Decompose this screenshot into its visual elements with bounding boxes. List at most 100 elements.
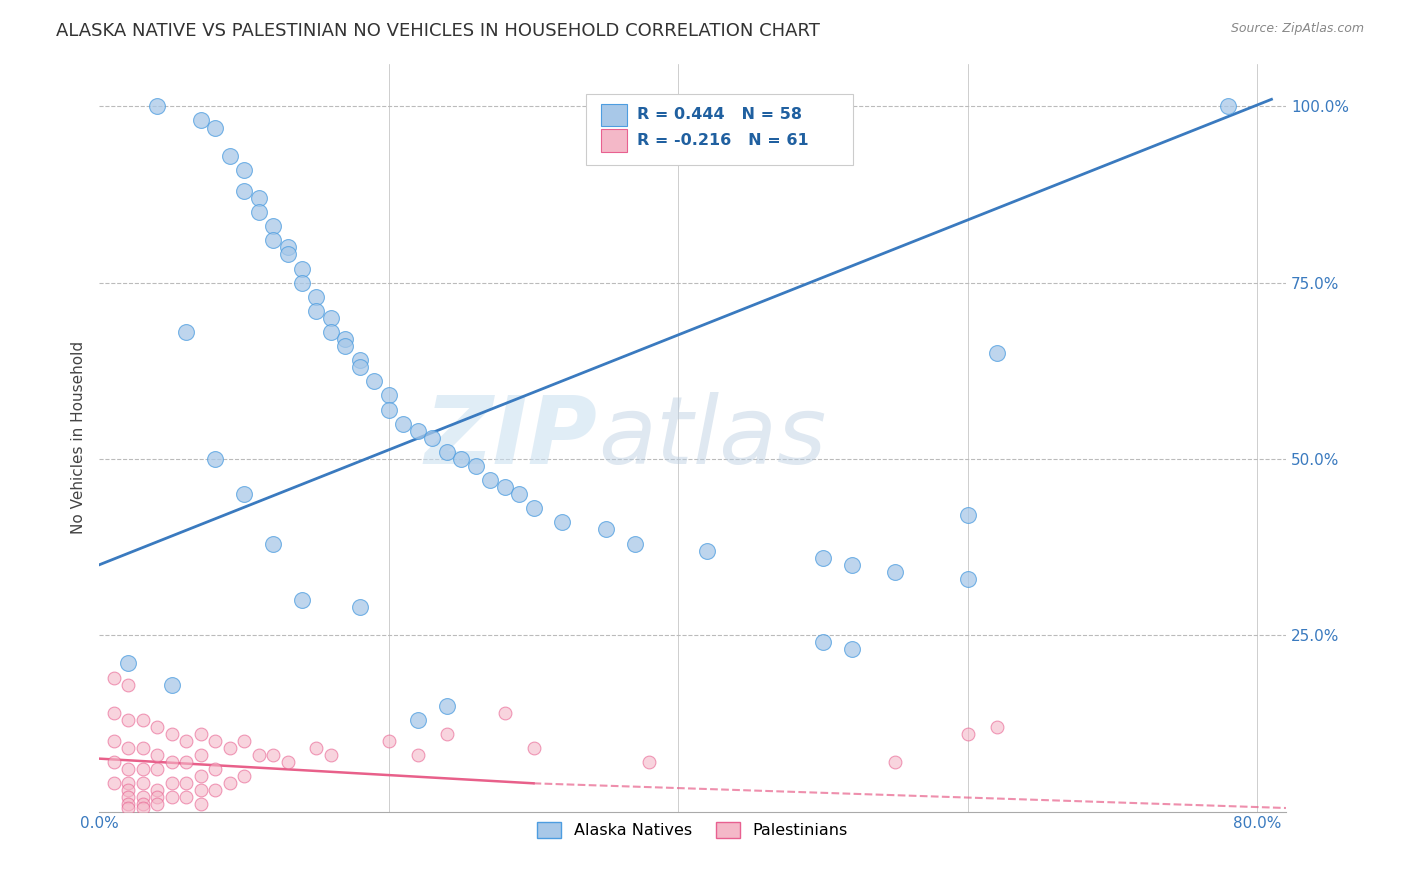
Point [494,706,516,720]
Point [956,727,979,741]
Point [291,261,314,276]
Point [117,790,139,805]
FancyBboxPatch shape [602,103,627,126]
Point [319,748,342,763]
Point [160,790,183,805]
Text: atlas: atlas [598,392,825,483]
Point [132,801,155,815]
Point [247,748,270,763]
Point [247,191,270,205]
Point [624,536,647,550]
Text: R = -0.216   N = 61: R = -0.216 N = 61 [637,133,808,148]
Point [146,790,169,805]
Point [406,748,429,763]
Point [479,473,502,487]
Point [233,487,256,501]
Point [522,741,544,756]
Point [508,487,530,501]
Point [349,353,371,368]
Point [233,734,256,748]
Point [204,452,226,467]
Text: Source: ZipAtlas.com: Source: ZipAtlas.com [1230,22,1364,36]
Point [247,205,270,219]
Point [146,783,169,797]
Point [1216,99,1239,113]
Text: R = 0.444   N = 58: R = 0.444 N = 58 [637,107,801,122]
FancyBboxPatch shape [586,94,853,165]
Point [218,776,240,790]
Point [233,769,256,783]
Point [262,233,284,247]
Point [204,120,226,135]
Point [233,162,256,177]
Point [436,698,458,713]
Point [103,755,125,769]
Point [349,360,371,375]
Point [117,801,139,815]
Point [190,783,212,797]
Point [174,776,197,790]
Point [436,727,458,741]
Point [117,657,139,671]
Point [262,536,284,550]
Point [436,445,458,459]
Point [696,543,718,558]
FancyBboxPatch shape [602,129,627,152]
Point [117,677,139,691]
Point [305,290,328,304]
Point [204,762,226,776]
Point [956,572,979,586]
Point [349,600,371,615]
Point [132,790,155,805]
Point [160,727,183,741]
Point [378,402,401,417]
Point [190,797,212,812]
Point [132,797,155,812]
Y-axis label: No Vehicles in Household: No Vehicles in Household [72,342,86,534]
Point [190,748,212,763]
Point [160,677,183,691]
Point [174,734,197,748]
Point [551,516,574,530]
Point [204,783,226,797]
Point [117,741,139,756]
Point [335,332,357,346]
Point [595,523,617,537]
Point [363,375,385,389]
Point [132,713,155,727]
Point [103,734,125,748]
Point [103,776,125,790]
Text: ZIP: ZIP [425,392,598,483]
Point [522,501,544,516]
Point [190,769,212,783]
Point [204,734,226,748]
Point [811,635,834,649]
Point [117,776,139,790]
Point [103,671,125,685]
Point [146,720,169,734]
Text: ALASKA NATIVE VS PALESTINIAN NO VEHICLES IN HOUSEHOLD CORRELATION CHART: ALASKA NATIVE VS PALESTINIAN NO VEHICLES… [56,22,820,40]
Point [464,458,486,473]
Point [319,325,342,339]
Point [103,706,125,720]
Point [146,748,169,763]
Point [986,720,1008,734]
Point [146,762,169,776]
Point [291,593,314,607]
Point [494,480,516,494]
Point [174,755,197,769]
Point [378,388,401,402]
Point [160,755,183,769]
Point [132,776,155,790]
Point [406,713,429,727]
Point [277,240,299,254]
Point [884,565,907,579]
Point [319,310,342,325]
Point [811,550,834,565]
Point [291,276,314,290]
Point [262,219,284,234]
Point [378,734,401,748]
Point [277,755,299,769]
Point [406,424,429,438]
Point [117,713,139,727]
